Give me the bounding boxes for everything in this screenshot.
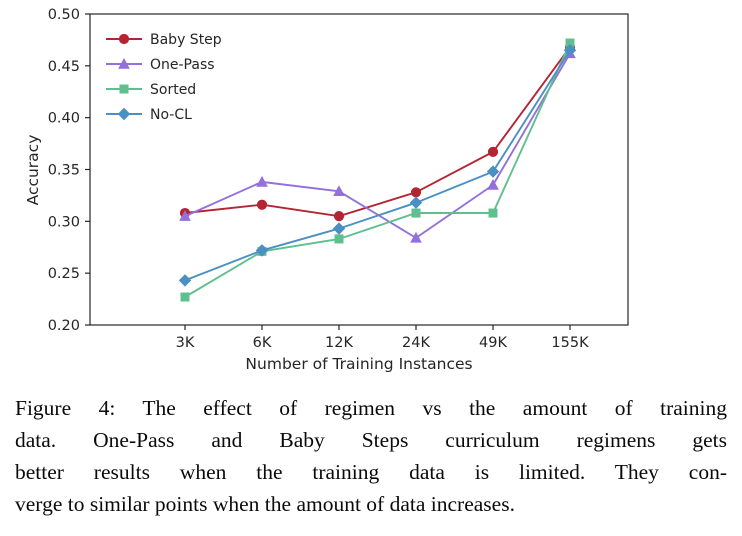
y-tick-label: 0.45 <box>48 59 80 75</box>
line-chart: 3K 6K 12K 24K 49K 155K 0.20 0.25 0.30 0.35 0.40 0.… <box>24 7 629 373</box>
y-tick-label: 0.25 <box>48 266 80 282</box>
series-line <box>184 49 571 282</box>
x-tick-label: 24K <box>402 335 430 351</box>
legend: Baby Step One-Pass Sorted No-CL <box>106 32 222 123</box>
figure-caption: Figure 4: The effect of regimen vs the a… <box>15 392 727 520</box>
y-tick-label: 0.50 <box>48 7 80 23</box>
x-tick-label: 49K <box>479 335 507 351</box>
marker-diamond <box>178 274 192 287</box>
legend-label: No-CL <box>150 107 192 123</box>
caption-line-2: data. One-Pass and Baby Steps curriculum… <box>15 428 727 452</box>
marker-circle <box>333 211 345 222</box>
caption-line-3: better results when the training data is… <box>15 460 727 484</box>
y-tick-label: 0.40 <box>48 111 80 127</box>
marker-triangle <box>179 210 191 221</box>
series-line <box>184 52 571 240</box>
marker-diamond <box>563 44 577 57</box>
legend-item-no-cl: No-CL <box>106 107 192 123</box>
marker-diamond <box>255 244 269 257</box>
x-axis-title: Number of Training Instances <box>245 355 472 373</box>
series-one-pass <box>179 47 576 243</box>
marker-triangle <box>118 57 130 69</box>
marker-square <box>411 208 421 218</box>
caption-line-1: Figure 4: The effect of regimen vs the a… <box>15 396 727 420</box>
marker-triangle <box>256 175 268 187</box>
y-tick-label: 0.20 <box>48 318 80 334</box>
x-axis-ticks: 3K 6K 12K 24K 49K 155K <box>176 325 589 351</box>
plot-border <box>89 13 629 326</box>
marker-square <box>180 292 190 302</box>
marker-triangle <box>410 231 422 243</box>
series-layer <box>178 38 577 302</box>
marker-triangle <box>487 178 499 190</box>
x-tick-label: 3K <box>176 335 195 351</box>
series-line <box>184 46 571 218</box>
legend-label: Baby Step <box>150 32 222 48</box>
legend-label: One-Pass <box>150 57 215 73</box>
marker-circle <box>256 199 268 210</box>
chart-canvas: 3K 6K 12K 24K 49K 155K 0.200.250.300.350.400.… <box>24 7 629 373</box>
x-tick-label: 6K <box>253 335 272 351</box>
legend-item-baby-step: Baby Step <box>106 32 222 48</box>
y-axis-ticks: 0.20 0.25 0.30 0.35 0.40 0.45 0.50 <box>48 7 90 334</box>
legend-label: Sorted <box>150 82 196 98</box>
marker-diamond <box>117 107 131 121</box>
caption-line-4: verge to similar points when the amount … <box>15 492 515 516</box>
marker-square <box>119 84 129 94</box>
marker-diamond <box>409 196 423 209</box>
y-tick-label: 0.30 <box>48 214 80 230</box>
x-tick-label: 155K <box>551 335 589 351</box>
legend-item-one-pass: One-Pass <box>106 57 215 73</box>
marker-circle <box>410 187 422 198</box>
marker-circle <box>118 33 130 45</box>
y-axis-title: Accuracy <box>24 135 42 206</box>
marker-triangle <box>333 185 345 197</box>
marker-diamond <box>332 222 346 235</box>
legend-item-sorted: Sorted <box>106 82 196 98</box>
marker-square <box>488 208 498 218</box>
series-line <box>184 42 571 298</box>
series-no-cl <box>178 44 577 287</box>
marker-diamond <box>486 165 500 178</box>
x-tick-label: 12K <box>325 335 353 351</box>
y-tick-label: 0.35 <box>48 163 80 179</box>
marker-circle <box>487 146 499 157</box>
marker-square <box>334 234 344 244</box>
